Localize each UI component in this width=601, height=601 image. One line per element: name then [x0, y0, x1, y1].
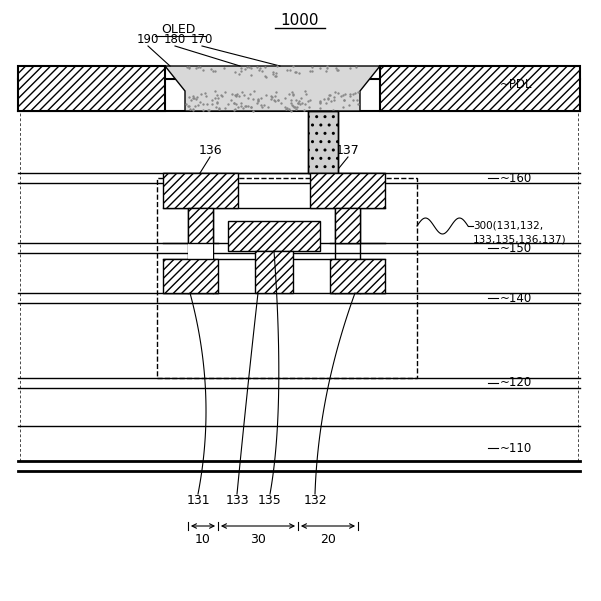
Text: 180: 180	[164, 33, 186, 46]
Text: 132: 132	[303, 494, 327, 507]
Text: 136: 136	[198, 144, 222, 157]
Bar	[335, 208, 360, 243]
Bar	[308, 111, 338, 173]
Polygon shape	[165, 66, 380, 111]
Text: 20: 20	[320, 533, 336, 546]
Text: 30: 30	[250, 533, 266, 546]
Text: 137: 137	[336, 144, 360, 157]
Bar	[163, 259, 218, 293]
Text: 131: 131	[186, 494, 210, 507]
Text: 1000: 1000	[281, 13, 319, 28]
Bar	[163, 173, 238, 208]
Text: ~160: ~160	[500, 171, 532, 185]
Bar	[188, 208, 213, 243]
Text: 190: 190	[137, 33, 159, 46]
Text: ~150: ~150	[500, 242, 532, 254]
Bar	[380, 66, 580, 111]
Text: 133,135,136,137): 133,135,136,137)	[473, 234, 567, 244]
Text: 170: 170	[191, 33, 213, 46]
Bar	[188, 208, 213, 293]
Bar	[157, 178, 417, 378]
Text: ~140: ~140	[500, 291, 532, 305]
Bar	[308, 111, 338, 173]
Bar	[310, 173, 385, 208]
Text: 300(131,132,: 300(131,132,	[473, 221, 543, 231]
Text: ~110: ~110	[500, 442, 532, 454]
Bar	[255, 251, 293, 293]
Text: 133: 133	[225, 494, 249, 507]
Bar	[330, 259, 385, 293]
Text: 135: 135	[258, 494, 282, 507]
Bar	[18, 66, 165, 111]
Text: 10: 10	[195, 533, 211, 546]
Text: ~120: ~120	[500, 376, 532, 389]
Text: ~PDL: ~PDL	[500, 79, 532, 91]
Text: OLED: OLED	[161, 23, 195, 36]
Bar	[228, 221, 320, 251]
